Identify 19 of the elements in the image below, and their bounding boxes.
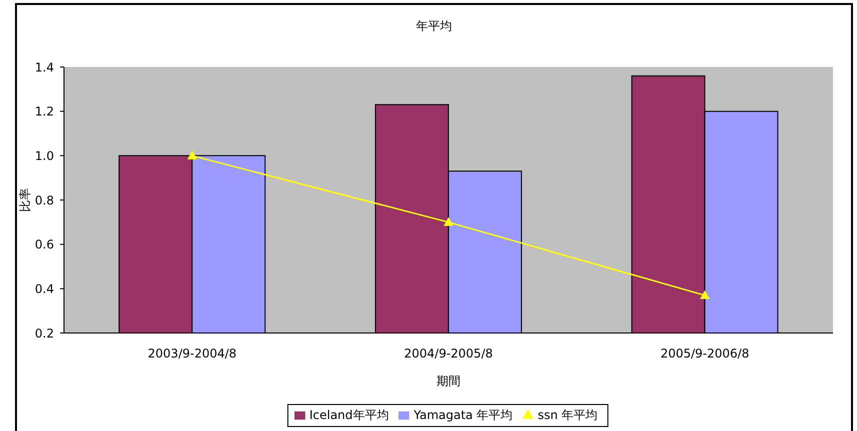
x-tick-label: 2004/9-2005/8 [404, 346, 493, 361]
legend-label: Yamagata 年平均 [414, 408, 513, 422]
chart-title: 年平均 [415, 18, 453, 35]
y-axis-title: 比率 [18, 188, 32, 212]
legend-label: ssn 年平均 [538, 408, 598, 422]
y-tick-label: 1.4 [34, 60, 54, 74]
legend-label: Iceland年平均 [309, 408, 389, 422]
point [188, 151, 197, 160]
x-tick-label: 2005/9-2006/8 [660, 346, 750, 361]
point [444, 218, 453, 226]
point [700, 290, 710, 300]
y-tick-label: 1.2 [34, 104, 54, 119]
x-axis-title: 期間 [436, 374, 460, 388]
x-tick-label: 2003/9-2004/8 [148, 346, 237, 361]
y-tick-label: 1.0 [34, 148, 54, 163]
y-tick-label: 0.4 [34, 282, 54, 296]
y-tick-label: 0.2 [34, 326, 54, 340]
y-tick-label: 0.6 [34, 238, 54, 252]
y-tick-label: 0.8 [34, 193, 54, 208]
